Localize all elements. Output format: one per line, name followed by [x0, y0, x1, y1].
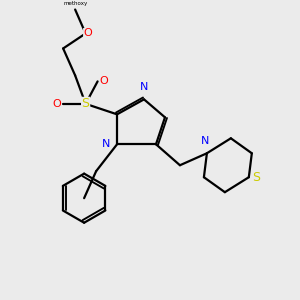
Text: S: S	[252, 171, 260, 184]
Text: S: S	[82, 98, 90, 110]
Text: O: O	[84, 28, 92, 38]
Text: O: O	[99, 76, 108, 86]
Text: O: O	[53, 99, 62, 109]
Text: N: N	[201, 136, 210, 146]
Text: N: N	[102, 139, 110, 149]
Text: N: N	[140, 82, 148, 92]
Text: methoxy: methoxy	[63, 1, 87, 6]
